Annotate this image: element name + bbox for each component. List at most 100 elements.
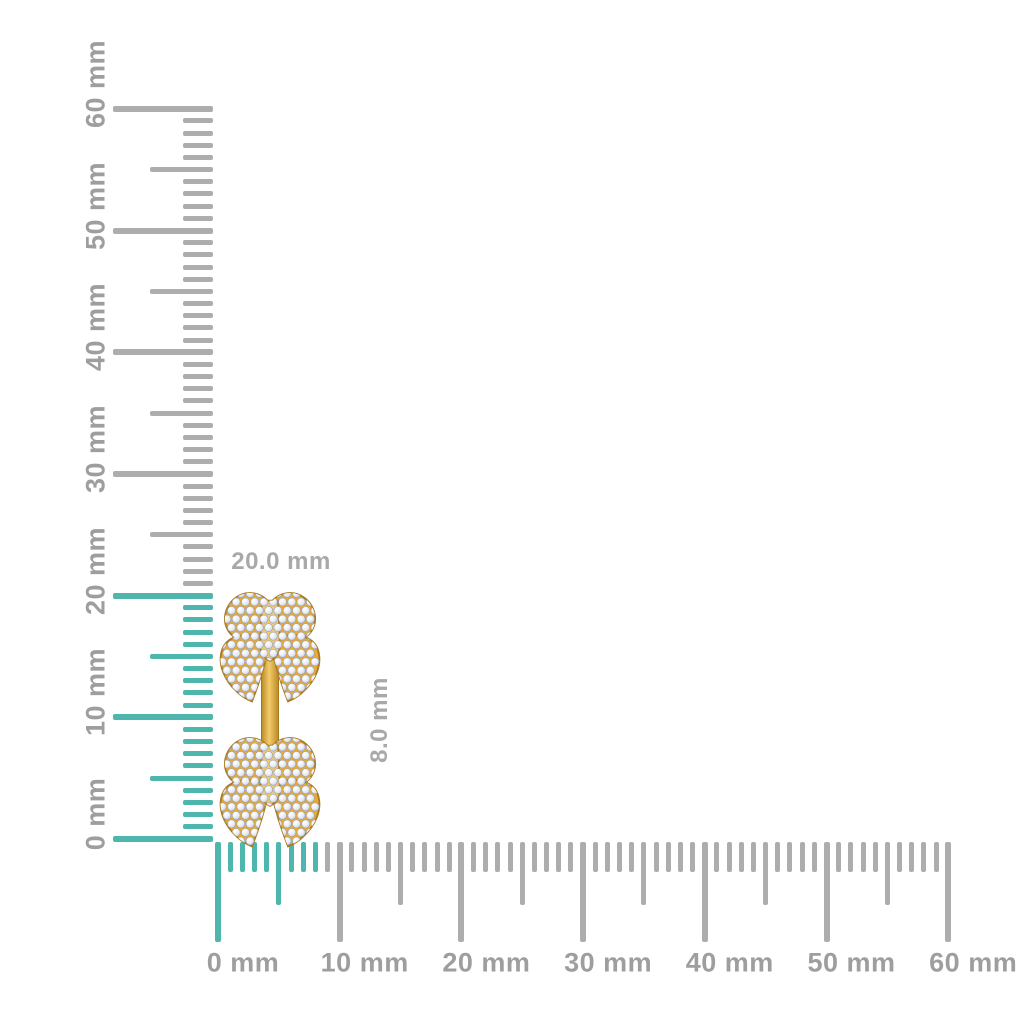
h-ruler-label-10mm: 10 mm — [320, 947, 409, 978]
v-tick-1mm — [183, 824, 213, 830]
bottom-leaf-cluster — [219, 737, 321, 848]
v-tick-35mm — [150, 410, 213, 416]
v-tick-31mm — [183, 459, 213, 465]
v-tick-6mm — [183, 763, 213, 769]
height-dimension-label: 20.0 mm — [231, 548, 331, 575]
v-tick-41mm — [183, 337, 213, 343]
h-ruler-label-20mm: 20 mm — [442, 947, 531, 978]
v-tick-21mm — [183, 580, 213, 586]
h-tick-13mm — [373, 842, 379, 872]
v-ruler-label-20mm: 20 mm — [80, 526, 111, 615]
v-tick-43mm — [183, 313, 213, 319]
h-tick-52mm — [848, 842, 854, 872]
v-tick-5mm — [150, 775, 213, 781]
h-tick-11mm — [349, 842, 355, 872]
h-tick-37mm — [665, 842, 671, 872]
h-tick-9mm — [325, 842, 331, 872]
h-tick-38mm — [677, 842, 683, 872]
v-tick-4mm — [183, 787, 213, 793]
v-tick-16mm — [183, 641, 213, 647]
h-tick-5mm — [276, 842, 282, 905]
h-tick-49mm — [811, 842, 817, 872]
h-tick-14mm — [385, 842, 391, 872]
v-tick-58mm — [183, 130, 213, 136]
v-tick-18mm — [183, 617, 213, 623]
v-ruler-label-30mm: 30 mm — [80, 404, 111, 493]
h-tick-2mm — [239, 842, 245, 872]
v-tick-11mm — [183, 702, 213, 708]
v-tick-39mm — [183, 361, 213, 367]
v-tick-2mm — [183, 812, 213, 818]
v-tick-45mm — [150, 288, 213, 294]
h-tick-34mm — [629, 842, 635, 872]
h-tick-24mm — [507, 842, 513, 872]
v-tick-37mm — [183, 386, 213, 392]
v-ruler-label-50mm: 50 mm — [80, 161, 111, 250]
v-tick-30mm — [113, 470, 213, 477]
h-tick-46mm — [775, 842, 781, 872]
v-tick-50mm — [113, 227, 213, 234]
h-tick-50mm — [823, 842, 830, 942]
h-tick-26mm — [531, 842, 537, 872]
h-ruler-label-30mm: 30 mm — [564, 947, 653, 978]
h-tick-28mm — [556, 842, 562, 872]
h-tick-6mm — [288, 842, 294, 872]
h-tick-41mm — [714, 842, 720, 872]
v-ruler-label-60mm: 60 mm — [80, 39, 111, 128]
v-tick-25mm — [150, 532, 213, 538]
h-tick-17mm — [422, 842, 428, 872]
h-tick-0mm — [215, 842, 221, 942]
v-tick-15mm — [150, 653, 213, 659]
v-ruler-label-40mm: 40 mm — [80, 283, 111, 372]
h-tick-42mm — [726, 842, 732, 872]
h-tick-12mm — [361, 842, 367, 872]
h-ruler-label-60mm: 60 mm — [929, 947, 1018, 978]
h-tick-4mm — [264, 842, 270, 872]
v-tick-27mm — [183, 507, 213, 513]
h-tick-1mm — [227, 842, 233, 872]
v-ruler-label-0mm: 0 mm — [80, 777, 111, 851]
v-tick-33mm — [183, 434, 213, 440]
v-tick-8mm — [183, 739, 213, 745]
v-tick-56mm — [183, 154, 213, 160]
v-tick-38mm — [183, 374, 213, 380]
v-tick-60mm — [113, 105, 213, 112]
h-tick-15mm — [398, 842, 404, 905]
h-tick-58mm — [921, 842, 927, 872]
h-tick-30mm — [580, 842, 587, 942]
h-tick-31mm — [592, 842, 598, 872]
h-tick-57mm — [909, 842, 915, 872]
h-tick-55mm — [884, 842, 890, 905]
h-tick-32mm — [604, 842, 610, 872]
h-ruler-label-40mm: 40 mm — [685, 947, 774, 978]
h-tick-22mm — [483, 842, 489, 872]
h-tick-20mm — [458, 842, 465, 942]
v-tick-24mm — [183, 544, 213, 550]
v-tick-32mm — [183, 447, 213, 453]
v-tick-3mm — [183, 799, 213, 805]
width-dimension-label: 8.0 mm — [366, 677, 393, 763]
h-tick-36mm — [653, 842, 659, 872]
v-tick-36mm — [183, 398, 213, 404]
v-ruler-label-10mm: 10 mm — [80, 648, 111, 737]
v-tick-46mm — [183, 276, 213, 282]
v-tick-12mm — [183, 690, 213, 696]
v-tick-57mm — [183, 142, 213, 148]
h-tick-39mm — [690, 842, 696, 872]
h-ruler-label-0mm: 0 mm — [206, 947, 280, 978]
h-tick-40mm — [701, 842, 708, 942]
h-tick-23mm — [495, 842, 501, 872]
v-tick-52mm — [183, 203, 213, 209]
earring-photo — [219, 592, 321, 848]
v-tick-17mm — [183, 629, 213, 635]
h-tick-27mm — [544, 842, 550, 872]
h-tick-3mm — [252, 842, 257, 872]
v-tick-28mm — [183, 495, 213, 501]
v-tick-49mm — [183, 240, 213, 246]
h-tick-59mm — [933, 842, 939, 872]
v-tick-26mm — [183, 520, 213, 526]
h-tick-60mm — [945, 842, 952, 942]
v-tick-10mm — [113, 714, 213, 721]
v-tick-23mm — [183, 556, 213, 562]
